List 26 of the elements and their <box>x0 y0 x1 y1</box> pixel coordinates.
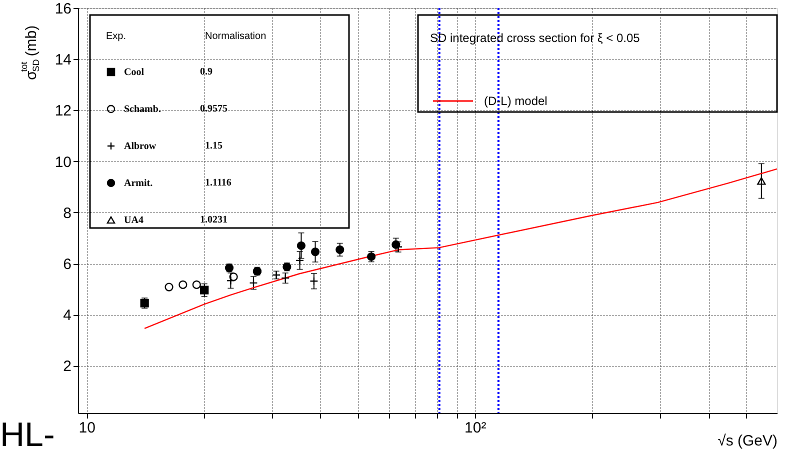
y-tick-label: 4 <box>63 307 72 324</box>
legend-label: Cool <box>124 67 144 78</box>
x-axis-title: √s (GeV) <box>718 432 778 450</box>
annotation: 0.9575 <box>200 104 228 114</box>
y-tick-label: 2 <box>63 358 72 376</box>
annotation: Normalisation <box>205 31 266 42</box>
annotation: 0.9 <box>200 66 212 78</box>
annotation: 1.0231 <box>200 214 228 226</box>
y-tick-label: 10 <box>54 154 72 171</box>
legend-label: Armit. <box>124 178 154 189</box>
text: HL- <box>0 416 55 454</box>
y-tick-label: 14 <box>54 52 72 69</box>
y-tick-label: 16 <box>54 0 72 18</box>
legend-label: UA4 <box>124 215 144 226</box>
text: SD integrated cross section for ξ < 0.05 <box>430 31 640 45</box>
y-tick-label: 8 <box>63 204 72 222</box>
x-tick-label: 10² <box>464 420 486 436</box>
legend-label: (D-L) model <box>484 94 548 108</box>
y-tick-label: 6 <box>63 256 72 274</box>
legend-label: Schamb. <box>124 104 162 115</box>
legend-label: Albrow <box>124 141 157 152</box>
annotation: 1.1116 <box>205 178 232 188</box>
y-tick-label: 12 <box>54 102 72 120</box>
y-axis-title: σtotSD (mb) <box>19 25 41 80</box>
annotation: 1.15 <box>205 140 222 152</box>
legend-title: Exp. <box>106 31 126 42</box>
